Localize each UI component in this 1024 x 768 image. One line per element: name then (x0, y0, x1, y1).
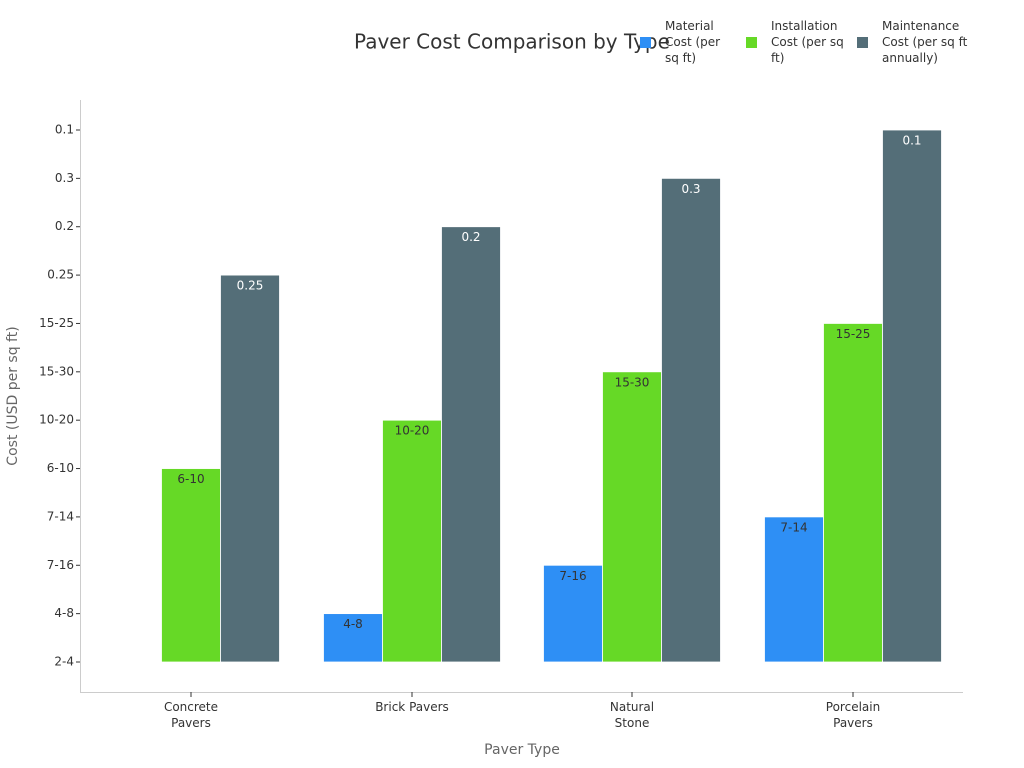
bar (602, 371, 662, 663)
legend-label: Material Cost (per sq ft) (665, 19, 721, 65)
bar (661, 177, 721, 663)
y-tick-label: 7-14 (47, 509, 74, 523)
x-tick-label: Porcelain Pavers (825, 700, 881, 730)
legend-marker (640, 37, 651, 48)
y-tick-label: 10-20 (39, 413, 74, 427)
chart-title: Paver Cost Comparison by Type (354, 30, 670, 54)
y-tick-label: 0.1 (55, 123, 74, 137)
bar (323, 613, 383, 663)
y-tick-label: 6-10 (47, 461, 74, 475)
data-label: 15-25 (836, 327, 871, 341)
data-label: 6-10 (177, 472, 204, 486)
data-label: 15-30 (615, 375, 650, 389)
data-label: 7-16 (559, 569, 586, 583)
data-label: 4-8 (343, 617, 363, 631)
x-tick-label: Concrete Pavers (163, 700, 219, 730)
data-label: 10-20 (395, 424, 430, 438)
bar (382, 419, 442, 663)
y-tick-label: 0.3 (55, 171, 74, 185)
y-tick-label: 4-8 (54, 606, 74, 620)
legend-label: Installation Cost (per sq ft) (771, 19, 844, 65)
data-label: 0.1 (902, 134, 921, 148)
bar (764, 516, 824, 663)
bar (161, 468, 221, 663)
data-label: 0.3 (681, 182, 700, 196)
y-tick-label: 15-30 (39, 364, 74, 378)
y-tick-label: 0.25 (47, 268, 74, 282)
legend-marker (746, 37, 757, 48)
legend-marker (857, 37, 868, 48)
bar (882, 129, 942, 663)
y-axis-title: Cost (USD per sq ft) (5, 326, 21, 465)
y-tick-label: 7-16 (47, 558, 74, 572)
data-label: 0.2 (461, 230, 480, 244)
bar (543, 564, 603, 663)
x-tick-label: Natural Stone (609, 700, 655, 730)
data-label: 0.25 (237, 279, 264, 293)
bar (441, 226, 501, 663)
x-axis-title: Paver Type (484, 742, 560, 758)
y-tick-label: 2-4 (54, 655, 74, 669)
y-tick-label: 0.2 (55, 219, 74, 233)
bar (220, 274, 280, 663)
x-tick-label: Brick Pavers (375, 700, 449, 714)
legend-label: Maintenance Cost (per sq ft annually) (882, 19, 968, 65)
bar (823, 323, 883, 663)
y-tick-label: 15-25 (39, 316, 74, 330)
data-label: 7-14 (780, 520, 807, 534)
